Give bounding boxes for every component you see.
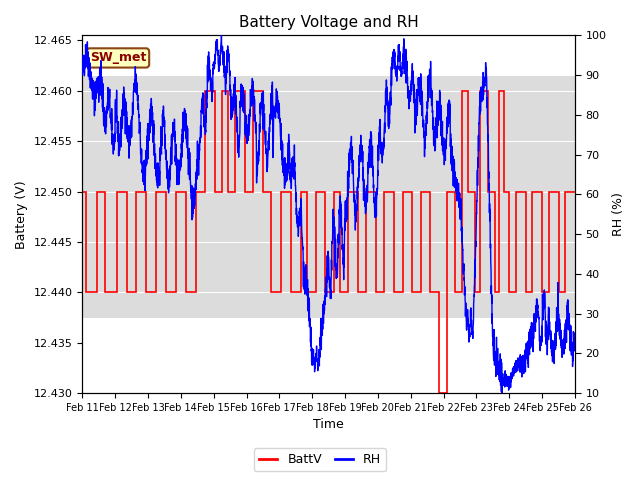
Y-axis label: Battery (V): Battery (V) [15,180,28,249]
X-axis label: Time: Time [313,419,344,432]
Title: Battery Voltage and RH: Battery Voltage and RH [239,15,419,30]
Legend: BattV, RH: BattV, RH [253,448,387,471]
Bar [83,76,575,318]
Y-axis label: RH (%): RH (%) [612,192,625,236]
Text: SW_met: SW_met [90,51,146,64]
